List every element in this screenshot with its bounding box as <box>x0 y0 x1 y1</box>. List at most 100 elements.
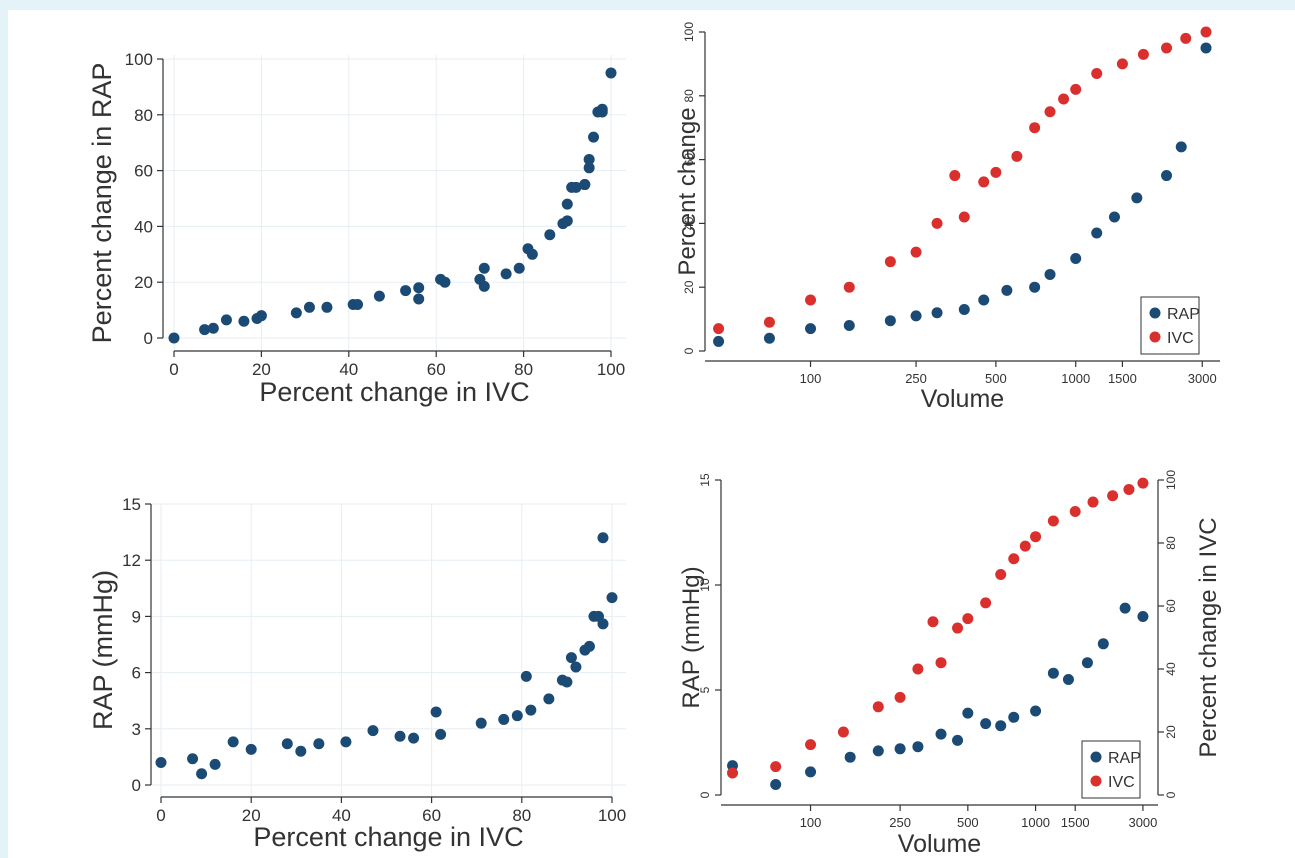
data-point-rap <box>844 751 856 763</box>
data-point-ivc <box>1070 83 1082 95</box>
data-point-ivc <box>727 767 739 779</box>
data-point <box>544 229 556 241</box>
y-tick-label: 100 <box>125 50 153 69</box>
data-point <box>525 704 537 716</box>
data-point-ivc <box>713 323 725 335</box>
data-point <box>597 532 609 544</box>
data-point-ivc <box>1058 93 1070 105</box>
figure: 0 20 40 60 80 100 0 20 40 60 80 100 Percent change i… <box>8 10 1295 858</box>
y2-tick-label: 80 <box>1164 536 1178 550</box>
y-tick-label: 12 <box>122 551 141 570</box>
data-point-ivc <box>872 701 884 713</box>
data-point <box>400 285 412 297</box>
data-point-rap <box>1044 268 1056 280</box>
data-point <box>227 736 239 748</box>
legend-label-ivc: IVC <box>1167 330 1194 347</box>
data-point-ivc <box>980 597 992 609</box>
data-point-rap <box>805 766 817 778</box>
data-point <box>340 736 352 748</box>
y-tick-label: 0 <box>144 329 153 348</box>
y-tick-label: 20 <box>682 280 696 294</box>
x-tick-label: 250 <box>889 815 911 830</box>
data-point <box>588 131 600 143</box>
data-point-ivc <box>770 761 782 773</box>
x-tick-label: 1000 <box>1061 371 1090 386</box>
data-point <box>220 314 232 326</box>
data-point-ivc <box>805 739 817 751</box>
data-point <box>561 676 573 688</box>
data-point <box>255 310 267 322</box>
legend-marker-ivc <box>1149 331 1161 343</box>
x-tick-label: 40 <box>339 360 358 379</box>
data-point-rap <box>1108 211 1120 223</box>
x-tick-label: 60 <box>427 360 446 379</box>
data-point-rap <box>978 294 990 306</box>
data-point <box>413 293 425 305</box>
y2-tick-label: 0 <box>1164 791 1178 798</box>
x-tick-label: 500 <box>957 815 979 830</box>
data-point-ivc <box>805 294 817 306</box>
data-point <box>373 290 385 302</box>
y-tick-label: 80 <box>682 89 696 103</box>
data-point <box>561 215 573 227</box>
data-point-rap <box>931 307 943 319</box>
x-tick-label: 100 <box>800 371 822 386</box>
data-point <box>583 153 595 165</box>
data-point-rap <box>843 319 855 331</box>
legend-label-rap: RAP <box>1167 306 1200 323</box>
y-tick-label: 0 <box>698 791 712 798</box>
data-point-ivc <box>1116 58 1128 70</box>
data-point-ivc <box>1011 150 1023 162</box>
data-point <box>155 757 167 769</box>
data-point-rap <box>1200 42 1212 54</box>
data-point <box>606 592 618 604</box>
data-point <box>439 276 451 288</box>
data-point-ivc <box>1137 48 1149 60</box>
data-point-ivc <box>894 691 906 703</box>
data-point-rap <box>912 741 924 753</box>
data-point <box>281 738 293 750</box>
data-point-rap <box>1091 227 1103 239</box>
legend-label-rap: RAP <box>1108 750 1141 767</box>
data-point-rap <box>1047 667 1059 679</box>
y2-tick-label: 100 <box>1164 470 1178 490</box>
y-tick-label: 40 <box>682 216 696 230</box>
data-point <box>352 299 364 311</box>
data-point-rap <box>980 718 992 730</box>
x-axis-label: Percent change in IVC <box>253 822 523 852</box>
data-point <box>209 758 221 770</box>
x-tick-label: 250 <box>905 371 927 386</box>
x-tick-label: 80 <box>514 360 533 379</box>
data-point-ivc <box>837 726 849 738</box>
y-tick-label: 20 <box>134 273 153 292</box>
data-point-ivc <box>931 217 943 229</box>
data-point <box>290 307 302 319</box>
data-point-ivc <box>949 170 961 182</box>
data-point-rap <box>1008 711 1020 723</box>
legend-marker-rap <box>1090 751 1102 763</box>
data-point <box>520 670 532 682</box>
data-point-ivc <box>952 622 964 634</box>
data-point-rap <box>1001 284 1013 296</box>
x-axis-label: Volume <box>898 830 981 858</box>
data-point <box>583 162 595 174</box>
data-point <box>511 710 523 722</box>
data-point-rap <box>958 304 970 316</box>
y-tick-label: 80 <box>134 106 153 125</box>
data-point-ivc <box>910 246 922 258</box>
data-point <box>367 725 379 737</box>
data-point <box>561 198 573 210</box>
data-point-ivc <box>1107 490 1119 502</box>
data-point <box>168 332 180 344</box>
data-point-rap <box>894 743 906 755</box>
data-point-rap <box>1097 638 1109 650</box>
data-point-ivc <box>1019 540 1031 552</box>
data-point-rap <box>1030 705 1042 717</box>
legend-marker-ivc <box>1090 775 1102 787</box>
legend-label-ivc: IVC <box>1108 774 1135 791</box>
data-point <box>478 280 490 292</box>
data-point-ivc <box>1087 496 1099 508</box>
legend-box <box>1081 740 1141 799</box>
data-point-ivc <box>962 613 974 625</box>
x-tick-label: 0 <box>156 806 165 825</box>
